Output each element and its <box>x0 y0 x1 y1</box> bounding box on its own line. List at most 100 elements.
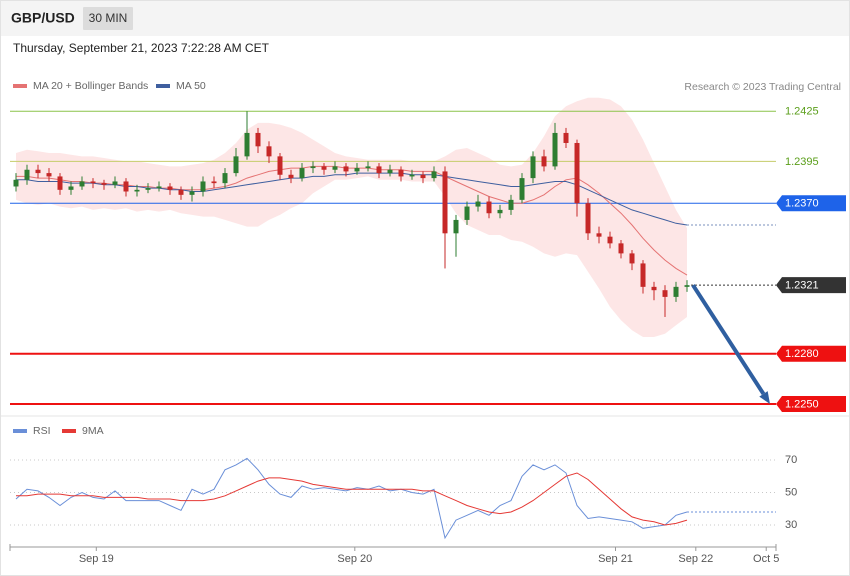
candle-body <box>486 201 492 214</box>
candle-body <box>167 186 173 190</box>
candle-body <box>684 285 690 287</box>
candle-body <box>233 156 239 174</box>
candle-body <box>35 169 41 174</box>
legend-swatch <box>156 84 170 88</box>
price-tag <box>776 277 846 294</box>
x-tick-label: Sep 22 <box>678 553 713 565</box>
candle-body <box>288 174 294 179</box>
candle-body <box>321 166 327 170</box>
candle-body <box>310 166 316 169</box>
candle-body <box>585 203 591 234</box>
legend-label: MA 20 + Bollinger Bands <box>33 80 148 92</box>
candle-body <box>255 132 261 147</box>
price-tag <box>776 345 846 362</box>
projection-arrow <box>691 284 766 395</box>
candle-body <box>442 171 448 234</box>
symbol: GBP/USD <box>11 10 75 26</box>
y-tick-label: 50 <box>785 486 797 498</box>
candle-body <box>354 168 360 172</box>
candle-body <box>200 181 206 192</box>
level-label: 1.2395 <box>785 156 819 168</box>
candle-body <box>376 166 382 174</box>
bollinger-band <box>16 97 687 337</box>
candle-body <box>46 173 52 177</box>
candle-body <box>508 199 514 210</box>
candle-body <box>673 286 679 297</box>
candle-body <box>90 181 96 184</box>
price-tag <box>776 395 846 412</box>
candle-body <box>552 132 558 167</box>
candle-body <box>266 146 272 157</box>
indicator-line <box>16 472 688 526</box>
candle-body <box>431 171 437 179</box>
y-tick-label: 30 <box>785 519 797 531</box>
timestamp: Thursday, September 21, 2023 7:22:28 AM … <box>13 41 270 55</box>
candle-body <box>189 191 195 195</box>
candle-body <box>651 286 657 291</box>
legend-swatch <box>13 84 27 88</box>
candle-body <box>134 189 140 192</box>
candle-body <box>13 179 19 187</box>
candle-body <box>79 181 85 187</box>
level-label: 1.2321 <box>785 280 819 292</box>
candle-body <box>123 181 129 192</box>
candle-body <box>563 132 569 143</box>
candle-body <box>662 290 668 297</box>
candle-body <box>112 181 118 185</box>
price-tag <box>776 195 846 212</box>
y-tick-label: 70 <box>785 454 797 466</box>
interval-box <box>83 7 133 30</box>
candle-body <box>332 166 338 170</box>
x-tick-label: Oct 5 <box>753 553 779 565</box>
candle-body <box>387 169 393 174</box>
candle-body <box>244 132 250 157</box>
candle-body <box>574 142 580 204</box>
candle-body <box>640 263 646 287</box>
level-label: 1.2370 <box>785 198 819 210</box>
candle-body <box>277 156 283 175</box>
legend-label: MA 50 <box>176 80 206 92</box>
x-tick-label: Sep 21 <box>598 553 633 565</box>
candle-body <box>156 186 162 189</box>
candle-body <box>453 219 459 234</box>
candle-body <box>541 156 547 167</box>
candle-body <box>629 253 635 264</box>
x-tick-label: Sep 20 <box>337 553 372 565</box>
candle-body <box>607 236 613 244</box>
candle-body <box>299 168 305 179</box>
candle-body <box>420 174 426 179</box>
arrow-head <box>759 391 770 404</box>
candle-body <box>409 174 415 177</box>
candle-body <box>398 169 404 177</box>
candle-body <box>596 233 602 237</box>
candle-body <box>57 176 63 190</box>
x-tick-label: Sep 19 <box>79 553 114 565</box>
level-label: 1.2280 <box>785 348 819 360</box>
legend-label: RSI <box>33 425 51 437</box>
legend-label: 9MA <box>82 425 104 437</box>
candle-body <box>68 186 74 190</box>
legend-swatch <box>13 429 27 433</box>
legend-swatch <box>62 429 76 433</box>
candle-body <box>519 178 525 200</box>
candle-body <box>343 166 349 172</box>
candle-body <box>365 166 371 169</box>
candle-body <box>222 173 228 184</box>
candle-body <box>530 156 536 179</box>
interval: 30 MIN <box>89 11 128 25</box>
candle-body <box>24 169 30 180</box>
candle-body <box>464 206 470 220</box>
candle-body <box>101 183 107 185</box>
header-band <box>1 1 849 36</box>
candle-body <box>618 243 624 254</box>
candle-body <box>211 181 217 184</box>
candle-body <box>475 201 481 207</box>
candle-body <box>497 209 503 214</box>
candle-body <box>145 188 151 190</box>
annotation: Research © 2023 Trading Central <box>684 81 841 93</box>
level-label: 1.2250 <box>785 398 819 410</box>
level-label: 1.2425 <box>785 106 819 118</box>
